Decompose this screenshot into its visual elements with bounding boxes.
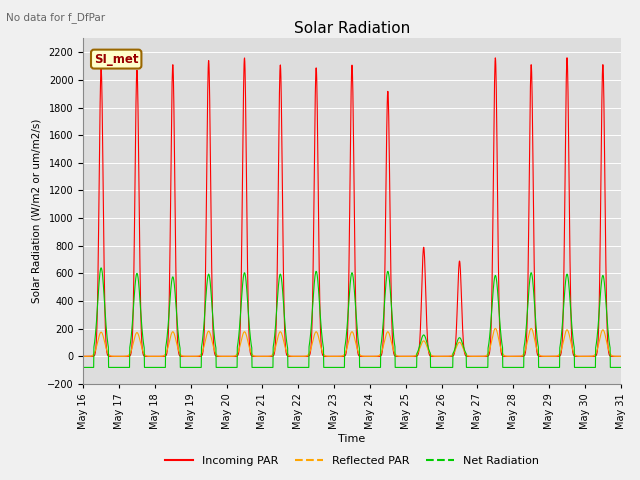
Title: Solar Radiation: Solar Radiation [294,21,410,36]
Text: No data for f_DfPar: No data for f_DfPar [6,12,106,23]
Text: SI_met: SI_met [94,53,138,66]
X-axis label: Time: Time [339,434,365,444]
Y-axis label: Solar Radiation (W/m2 or um/m2/s): Solar Radiation (W/m2 or um/m2/s) [31,119,42,303]
Legend: Incoming PAR, Reflected PAR, Net Radiation: Incoming PAR, Reflected PAR, Net Radiati… [161,452,543,471]
